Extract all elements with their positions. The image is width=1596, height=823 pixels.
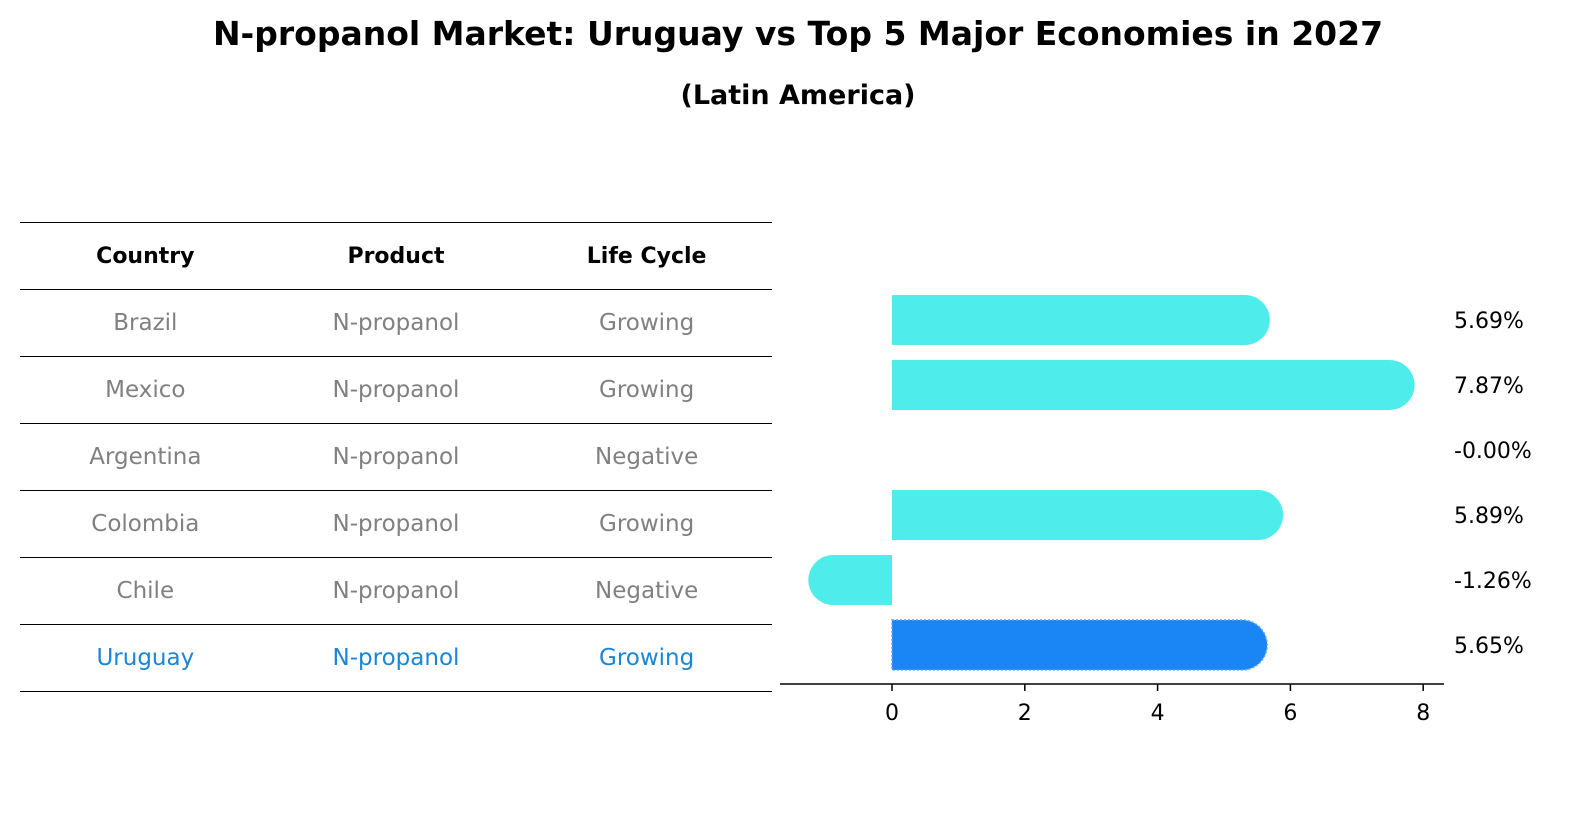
data-table: Country Product Life Cycle Brazil N-prop… <box>20 222 772 692</box>
x-tick-label: 6 <box>1283 701 1297 726</box>
table-cell-country: Uruguay <box>96 645 195 671</box>
table-cell-country: Brazil <box>113 310 178 336</box>
bar <box>892 490 1284 540</box>
table-row: Mexico N-propanol Growing <box>20 357 772 424</box>
table-row: Argentina N-propanol Negative <box>20 424 772 491</box>
highlight-bar <box>891 619 1268 671</box>
x-tick-label: 8 <box>1416 701 1430 726</box>
table-cell-product: N-propanol <box>332 377 460 403</box>
table-cell-life-cycle: Negative <box>595 444 699 470</box>
table-header-product: Product <box>347 243 445 269</box>
bar <box>808 555 892 605</box>
table-cell-country: Colombia <box>91 511 200 537</box>
table-cell-product: N-propanol <box>332 444 460 470</box>
table-row: Colombia N-propanol Growing <box>20 491 772 558</box>
bar-value-label: -0.00% <box>1454 439 1532 464</box>
table-cell-product: N-propanol <box>332 310 460 336</box>
bar-chart: 5.69% 7.87% -0.00% 5.89% -1.26% 5.65% 0 2 4 6 8 <box>780 295 1532 726</box>
chart-subtitle: (Latin America) <box>680 80 916 111</box>
table-cell-life-cycle: Growing <box>599 377 695 403</box>
table-cell-product: N-propanol <box>332 511 460 537</box>
bar <box>892 295 1270 345</box>
table-row: Chile N-propanol Negative <box>20 558 772 625</box>
table-cell-country: Argentina <box>89 444 202 470</box>
table-header-row: Country Product Life Cycle <box>20 223 772 290</box>
bar <box>892 360 1415 410</box>
table-row: Brazil N-propanol Growing <box>20 290 772 357</box>
chart-title: N-propanol Market: Uruguay vs Top 5 Majo… <box>212 14 1384 53</box>
table-cell-life-cycle: Negative <box>595 578 699 604</box>
table-cell-country: Mexico <box>105 377 186 403</box>
table-cell-life-cycle: Growing <box>599 645 695 671</box>
bar-value-label: 5.69% <box>1454 309 1524 334</box>
table-cell-life-cycle: Growing <box>599 310 695 336</box>
bar-value-label: 5.89% <box>1454 504 1524 529</box>
bar-value-label: 5.65% <box>1454 634 1524 659</box>
table-cell-product: N-propanol <box>332 645 460 671</box>
bar-value-label: 7.87% <box>1454 374 1524 399</box>
table-header-life-cycle: Life Cycle <box>586 243 707 269</box>
x-tick-label: 2 <box>1018 701 1032 726</box>
bar-value-label: -1.26% <box>1454 569 1532 594</box>
table-row-highlight: Uruguay N-propanol Growing <box>20 625 772 692</box>
x-tick-label: 4 <box>1151 701 1165 726</box>
table-cell-country: Chile <box>116 578 175 604</box>
table-cell-life-cycle: Growing <box>599 511 695 537</box>
table-cell-product: N-propanol <box>332 578 460 604</box>
table-header-country: Country <box>96 243 195 269</box>
x-tick-label: 0 <box>885 701 899 726</box>
